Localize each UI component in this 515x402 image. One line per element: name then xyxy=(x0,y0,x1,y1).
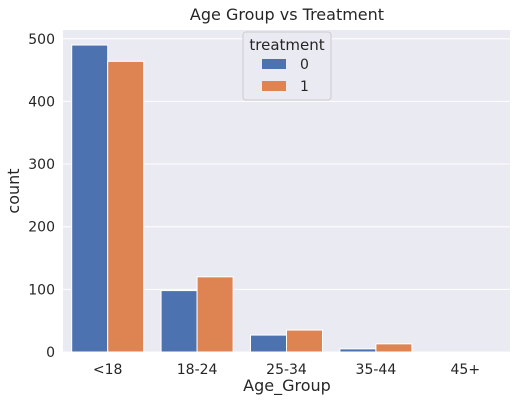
y-axis-label: count xyxy=(4,168,23,213)
y-tick-label-3: 300 xyxy=(28,157,55,173)
bars xyxy=(71,44,413,353)
y-tick-label-2: 200 xyxy=(28,220,55,236)
legend-title: treatment xyxy=(249,36,324,54)
bar-25-34-series-1 xyxy=(286,329,323,353)
y-tick-label-1: 100 xyxy=(28,282,55,298)
y-tick-label-0: 0 xyxy=(46,345,55,361)
legend: treatment 0 1 xyxy=(242,31,332,101)
bar-35-44-series-1 xyxy=(375,343,413,353)
bar-35-44-series-0 xyxy=(339,348,377,353)
bar-18-24-series-0 xyxy=(160,290,198,353)
bar-25-34-series-0 xyxy=(250,334,287,353)
x-tick-label-4: 45+ xyxy=(451,362,481,378)
y-tick-label-5: 500 xyxy=(28,32,55,48)
legend-label-1: 1 xyxy=(300,79,309,95)
legend-label-0: 0 xyxy=(300,57,309,73)
x-tick-label-3: 35-44 xyxy=(356,362,397,378)
x-tick-label-0: <18 xyxy=(93,362,123,378)
x-tick-label-2: 25-34 xyxy=(266,362,307,378)
bar-18-24-series-1 xyxy=(196,276,234,353)
bar-<18-series-1 xyxy=(107,60,145,353)
legend-swatch-0 xyxy=(262,59,286,69)
y-tick-label-4: 400 xyxy=(28,94,55,110)
x-axis-ticks: <18 18-24 25-34 35-44 45+ xyxy=(93,362,480,378)
chart-title: Age Group vs Treatment xyxy=(190,5,384,24)
x-tick-label-1: 18-24 xyxy=(177,362,218,378)
legend-swatch-1 xyxy=(262,81,286,91)
x-axis-label: Age_Group xyxy=(243,376,331,396)
y-axis-ticks: 0 100 200 300 400 500 xyxy=(28,32,55,361)
bar-<18-series-0 xyxy=(71,44,109,353)
